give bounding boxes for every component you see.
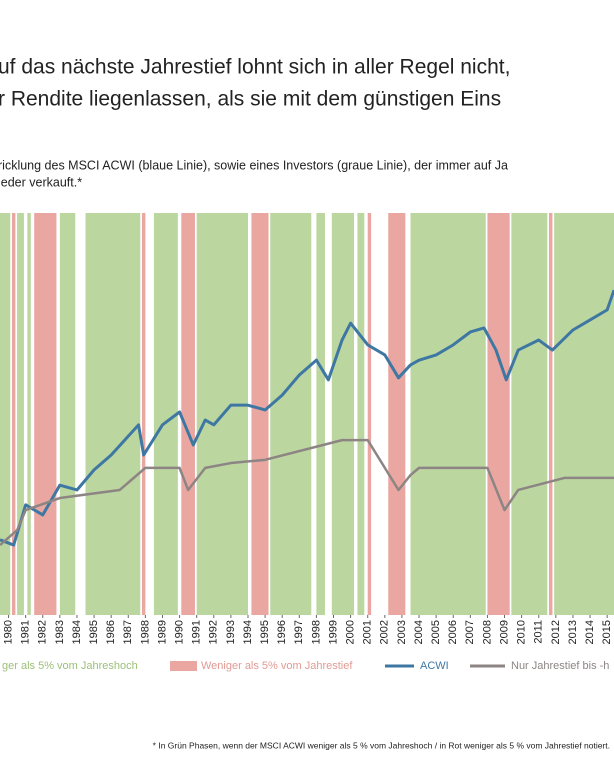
band — [410, 213, 486, 615]
x-tick-label: 1997 — [293, 620, 305, 644]
x-tick-label: 1993 — [225, 620, 237, 644]
x-tick-label: 1982 — [37, 620, 49, 644]
x-tick-label: 2003 — [396, 620, 408, 644]
band — [367, 213, 372, 615]
band — [270, 213, 312, 615]
band — [0, 213, 11, 615]
band — [34, 213, 57, 615]
legend-label: ger als 5% vom Jahreshoch — [2, 660, 138, 672]
x-tick-label: 1990 — [173, 620, 185, 644]
chart-title: uf das nächste Jahrestief lohnt sich in … — [0, 56, 510, 79]
x-tick-label: 2004 — [413, 620, 425, 644]
x-tick-label: 1998 — [310, 620, 322, 644]
x-tick-label: 1986 — [105, 620, 117, 644]
band — [59, 213, 76, 615]
x-tick-label: 1987 — [122, 620, 134, 644]
x-tick-label: 2011 — [533, 620, 545, 644]
x-tick-label: 1991 — [191, 620, 203, 644]
x-tick-label: 1980 — [2, 620, 14, 644]
x-tick-label: 2005 — [430, 620, 442, 644]
x-tick-label: 2010 — [516, 620, 528, 644]
band — [11, 213, 16, 615]
legend-label: ACWI — [420, 660, 449, 672]
x-tick-label: 1995 — [259, 620, 271, 644]
x-tick-label: 2012 — [550, 620, 562, 644]
chart-title: r Rendite liegenlassen, als sie mit dem … — [0, 88, 501, 111]
x-tick-label: 2006 — [447, 620, 459, 644]
x-tick-label: 2015 — [601, 620, 613, 644]
band — [331, 213, 355, 615]
line — [0, 438, 614, 546]
line — [0, 289, 614, 547]
band — [251, 213, 269, 615]
footnote: * In Grün Phasen, wenn der MSCI ACWI wen… — [153, 740, 610, 750]
x-tick-label: 1981 — [20, 620, 32, 644]
chart-subtitle: ricklung des MSCI ACWI (blaue Linie), so… — [0, 158, 508, 172]
band — [388, 213, 406, 615]
band — [487, 213, 510, 615]
x-tick-label: 2013 — [567, 620, 579, 644]
x-tick-label: 1984 — [71, 620, 83, 644]
band — [549, 213, 553, 615]
x-tick-label: 1996 — [276, 620, 288, 644]
band — [181, 213, 195, 615]
x-tick-label: 1994 — [242, 620, 254, 644]
x-tick-label: 2008 — [481, 620, 493, 644]
x-tick-label: 1988 — [139, 620, 151, 644]
x-tick-label: 2009 — [498, 620, 510, 644]
x-tick-label: 1992 — [208, 620, 220, 644]
x-tick-label: 1985 — [88, 620, 100, 644]
band — [153, 213, 178, 615]
band — [554, 213, 614, 615]
band — [27, 213, 31, 615]
band — [85, 213, 141, 615]
x-tick-label: 2007 — [464, 620, 476, 644]
chart-subtitle: ieder verkauft.* — [0, 175, 82, 189]
x-tick-label: 2002 — [379, 620, 391, 644]
band — [141, 213, 146, 615]
band — [316, 213, 325, 615]
x-tick-label: 1989 — [156, 620, 168, 644]
band — [511, 213, 548, 615]
band — [357, 213, 365, 615]
x-tick-label: 1999 — [327, 620, 339, 644]
legend-label: Weniger als 5% vom Jahrestief — [201, 660, 353, 672]
x-tick-label: 2000 — [345, 620, 357, 644]
x-tick-label: 2014 — [584, 620, 596, 644]
legend-label: Nur Jahrestief bis -h — [511, 660, 609, 672]
legend-swatch — [170, 661, 197, 671]
band — [17, 213, 24, 615]
x-tick-label: 2001 — [362, 620, 374, 644]
x-tick-label: 1983 — [54, 620, 66, 644]
